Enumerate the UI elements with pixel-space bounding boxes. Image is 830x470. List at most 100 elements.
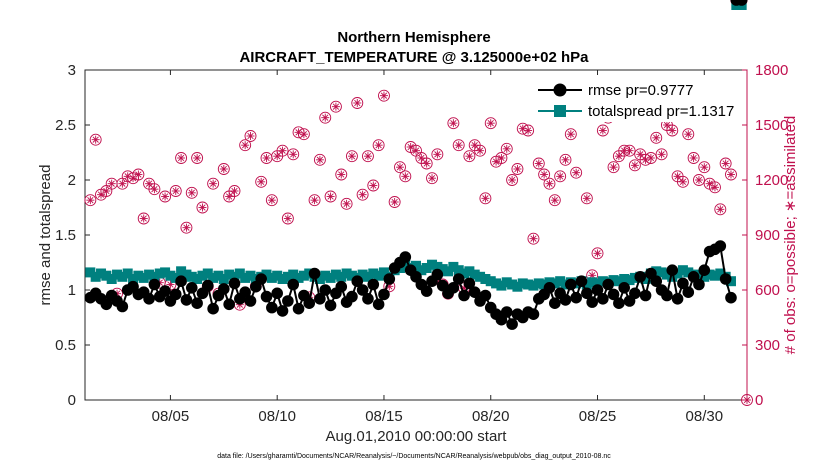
totalspread-point xyxy=(336,271,347,282)
totalspread-point xyxy=(661,269,672,280)
obs-assimilated-marker xyxy=(609,163,618,172)
totalspread-point xyxy=(176,266,187,277)
obs-assimilated-marker xyxy=(502,144,511,153)
y-tick-label-right: 600 xyxy=(755,282,780,299)
totalspread-point xyxy=(437,264,448,275)
obs-assimilated-marker xyxy=(625,146,634,155)
totalspread-point xyxy=(122,268,133,279)
obs-assimilated-marker xyxy=(166,280,175,289)
obs-possible-marker xyxy=(84,194,97,207)
rmse-point xyxy=(116,300,129,313)
totalspread-point xyxy=(491,278,502,289)
obs-possible-marker xyxy=(596,124,609,137)
y-tick-label-right: 900 xyxy=(755,227,780,244)
totalspread-point xyxy=(341,268,352,279)
totalspread-point xyxy=(469,269,480,280)
obs-assimilated-marker xyxy=(529,234,538,243)
obs-assimilated-marker xyxy=(225,192,234,201)
obs-possible-marker xyxy=(399,170,412,183)
totalspread-point xyxy=(362,271,373,282)
obs-assimilated-marker xyxy=(556,172,565,181)
rmse-point xyxy=(559,294,572,306)
obs-possible-marker xyxy=(169,185,182,197)
obs-assimilated-marker xyxy=(401,172,410,181)
obs-possible-marker xyxy=(175,152,188,164)
plot-area xyxy=(84,0,753,406)
totalspread-point xyxy=(416,265,427,276)
obs-possible-marker xyxy=(548,194,561,207)
rmse-point xyxy=(420,285,433,297)
obs-possible-marker xyxy=(644,152,657,164)
obs-possible-marker xyxy=(335,168,348,181)
obs-possible-marker xyxy=(506,174,519,186)
rmse-point xyxy=(148,278,161,291)
obs-possible-marker xyxy=(591,247,604,260)
obs-possible-marker xyxy=(159,190,172,203)
totalspread-point xyxy=(117,271,128,282)
rmse-point xyxy=(180,294,193,306)
obs-possible-marker xyxy=(340,197,353,210)
rmse-point xyxy=(335,280,348,293)
rmse-point xyxy=(266,301,278,314)
totalspread-point xyxy=(266,272,277,283)
y-tick-label-left: 3 xyxy=(68,62,76,79)
obs-assimilated-marker xyxy=(353,99,362,107)
obs-assimilated-marker xyxy=(508,176,517,184)
obs-possible-marker xyxy=(628,159,641,172)
totalspread-point xyxy=(608,275,619,286)
rmse-point xyxy=(314,293,326,305)
totalspread-point xyxy=(229,271,240,282)
obs-assimilated-marker xyxy=(652,133,661,142)
rmse-point xyxy=(693,278,705,291)
obs-assimilated-marker xyxy=(257,177,266,186)
rmse-point xyxy=(271,287,283,300)
totalspread-point xyxy=(90,271,101,282)
totalspread-point xyxy=(581,279,592,290)
obs-possible-marker xyxy=(532,157,545,170)
obs-possible-marker xyxy=(378,89,390,102)
obs-possible-marker xyxy=(276,144,289,157)
obs-possible-marker xyxy=(431,148,444,161)
totalspread-point xyxy=(192,274,203,284)
rmse-point xyxy=(276,305,289,317)
totalspread-point xyxy=(181,269,192,280)
rmse-point xyxy=(565,278,577,291)
obs-assimilated-marker xyxy=(241,141,250,150)
obs-possible-marker xyxy=(709,181,721,194)
obs-assimilated-marker xyxy=(684,130,693,139)
obs-assimilated-marker xyxy=(636,150,645,159)
rmse-point xyxy=(260,290,273,303)
obs-assimilated-marker xyxy=(86,196,95,205)
obs-possible-marker xyxy=(362,150,374,163)
obs-possible-marker xyxy=(719,157,732,170)
rmse-point xyxy=(282,295,294,307)
y-axis-label-right: # of obs: o=possible; ∗=assimilated xyxy=(782,116,799,355)
obs-possible-marker xyxy=(137,212,150,225)
totalspread-point xyxy=(165,270,176,281)
totalspread-point xyxy=(314,274,325,284)
obs-assimilated-marker xyxy=(614,152,623,161)
totalspread-point xyxy=(427,259,438,270)
rmse-point xyxy=(500,306,513,318)
obs-possible-marker xyxy=(132,168,145,181)
rmse-point xyxy=(714,240,727,252)
obs-assimilated-marker xyxy=(449,119,458,128)
obs-assimilated-marker xyxy=(545,179,554,188)
obs-assimilated-marker xyxy=(342,199,351,208)
obs-possible-marker xyxy=(281,212,294,225)
totalspread-point xyxy=(597,276,608,287)
rmse-point xyxy=(666,264,679,277)
rmse-point xyxy=(613,297,625,310)
obs-possible-marker xyxy=(527,232,540,245)
footnote: data file: /Users/gharamti/Documents/NCA… xyxy=(217,453,611,460)
rmse-point xyxy=(639,289,652,302)
y-tick-label-left: 0.5 xyxy=(55,337,76,354)
obs-assimilated-marker xyxy=(278,146,287,155)
obs-possible-marker xyxy=(287,148,300,161)
rmse-series xyxy=(84,0,748,330)
rmse-point xyxy=(677,277,689,290)
rmse-point xyxy=(185,282,198,294)
rmse-point xyxy=(143,293,155,305)
obs-assimilated-marker xyxy=(700,163,709,172)
obs-possible-marker xyxy=(265,194,278,207)
